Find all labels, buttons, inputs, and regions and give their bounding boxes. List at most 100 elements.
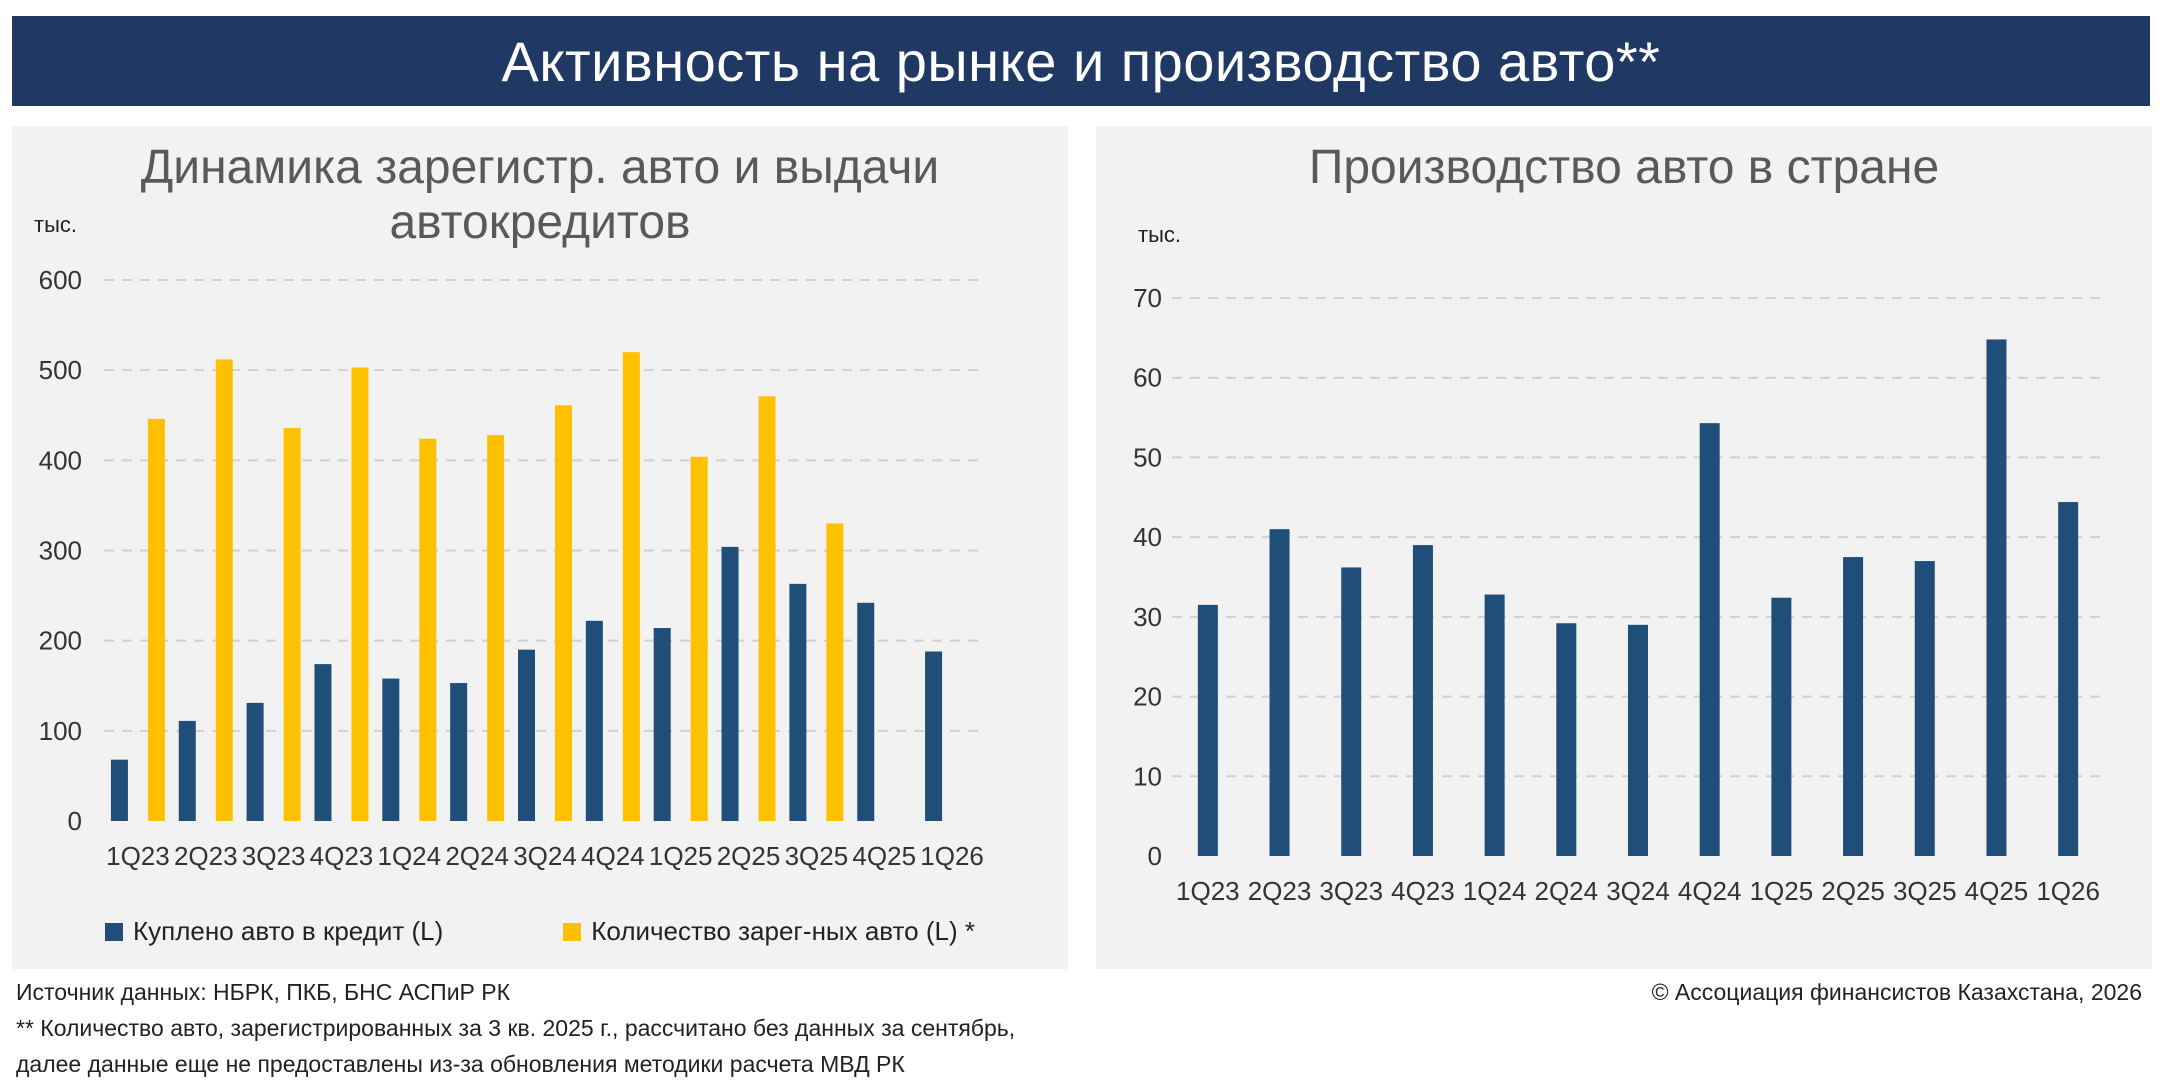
page-header: Активность на рынке и производство авто*… bbox=[12, 16, 2150, 106]
footnote-line: далее данные еще не предоставлены из-за … bbox=[16, 1051, 905, 1077]
registrations-chart-panel: Динамика зарегистр. авто и выдачи автокр… bbox=[12, 126, 1068, 969]
bar-series-1-1Q23 bbox=[110, 759, 128, 821]
bar-series-2-2Q23 bbox=[215, 359, 233, 821]
bar-series-1-3Q24 bbox=[1628, 624, 1648, 856]
x-tick-label: 4Q23 bbox=[1391, 876, 1455, 906]
bar-series-1-3Q23 bbox=[1341, 567, 1362, 856]
y-tick-label: 0 bbox=[1148, 841, 1162, 871]
y-tick-label: 400 bbox=[39, 445, 82, 475]
chart-title: Производство авто в стране bbox=[1308, 141, 1940, 194]
bar-series-2-4Q23 bbox=[351, 367, 369, 821]
legend-swatch-navy bbox=[105, 922, 124, 941]
bar-series-2-2Q24 bbox=[487, 435, 505, 821]
x-tick-label: 4Q23 bbox=[310, 841, 374, 871]
bar-series-1-2Q25 bbox=[721, 546, 739, 821]
bar-series-2-3Q24 bbox=[555, 405, 572, 821]
bar-series-1-1Q26 bbox=[2058, 502, 2079, 856]
legend-item-credit: Куплено авто в кредит (L) bbox=[105, 916, 443, 947]
bar-series-2-1Q24 bbox=[419, 438, 437, 821]
x-tick-label: 3Q25 bbox=[785, 841, 849, 871]
bar-series-2-2Q25 bbox=[758, 396, 776, 821]
legend-swatch-gold bbox=[563, 922, 582, 941]
y-tick-label: 60 bbox=[1133, 363, 1162, 393]
bar-series-2-1Q23 bbox=[147, 418, 165, 821]
footer-notes: Источник данных: НБРК, ПКБ, БНС АСПиР РК… bbox=[16, 974, 1015, 1082]
bar-series-1-4Q23 bbox=[314, 664, 332, 821]
y-tick-label: 40 bbox=[1133, 522, 1162, 552]
x-tick-label: 1Q23 bbox=[1176, 876, 1240, 906]
bar-series-1-4Q25 bbox=[1986, 339, 2007, 856]
bar-series-1-1Q24 bbox=[382, 678, 400, 821]
x-tick-label: 4Q24 bbox=[1678, 876, 1742, 906]
x-tick-label: 4Q25 bbox=[852, 841, 916, 871]
bar-series-2-1Q25 bbox=[690, 456, 708, 821]
y-tick-label: 20 bbox=[1133, 682, 1162, 712]
y-tick-label: 0 bbox=[68, 806, 82, 836]
chart-title: Динамика зарегистр. авто и выдачи автокр… bbox=[140, 141, 940, 249]
bar-series-1-1Q24 bbox=[1484, 594, 1505, 856]
bar-series-1-4Q24 bbox=[1699, 423, 1720, 856]
x-tick-label: 3Q24 bbox=[1606, 876, 1670, 906]
x-tick-label: 3Q24 bbox=[513, 841, 577, 871]
bar-series-1-3Q23 bbox=[246, 702, 264, 821]
x-tick-label: 1Q26 bbox=[920, 841, 984, 871]
x-tick-label: 4Q25 bbox=[1965, 876, 2029, 906]
production-chart-panel: Производство авто в стране тыс. 0 10 20 30 4… bbox=[1096, 126, 2152, 969]
footnote-line: ** Количество авто, зарегистрированных з… bbox=[16, 1015, 1016, 1041]
x-tick-label: 3Q25 bbox=[1893, 876, 1957, 906]
bar-series-1-4Q24 bbox=[585, 620, 603, 821]
page-title: Активность на рынке и производство авто*… bbox=[501, 29, 1661, 93]
bar-series-1-1Q25 bbox=[653, 628, 671, 821]
y-tick-label: 200 bbox=[39, 626, 82, 656]
bar-series-1-2Q24 bbox=[450, 683, 468, 821]
legend-label: Количество зарег-ных авто (L) * bbox=[591, 916, 975, 946]
x-tick-label: 1Q26 bbox=[2036, 876, 2100, 906]
y-tick-label: 300 bbox=[39, 536, 82, 566]
bar-series-2-4Q24 bbox=[622, 352, 640, 821]
x-tick-label: 2Q23 bbox=[1248, 876, 1312, 906]
x-tick-label: 1Q24 bbox=[1463, 876, 1527, 906]
x-tick-label: 2Q23 bbox=[174, 841, 238, 871]
x-tick-label: 1Q25 bbox=[1750, 876, 1814, 906]
bar-series-1-1Q26 bbox=[925, 651, 943, 821]
y-tick-label: 600 bbox=[39, 265, 82, 295]
bar-series-1-3Q25 bbox=[1914, 561, 1935, 856]
y-tick-label: 50 bbox=[1133, 442, 1162, 472]
bar-series-1-2Q25 bbox=[1843, 557, 1864, 856]
bar-series-1-2Q23 bbox=[178, 720, 196, 821]
legend-item-registered: Количество зарег-ных авто (L) * bbox=[563, 916, 975, 947]
y-axis-unit: тыс. bbox=[34, 212, 78, 237]
bar-series-1-3Q25 bbox=[789, 583, 807, 821]
x-tick-label: 1Q23 bbox=[106, 841, 170, 871]
x-tick-label: 1Q25 bbox=[649, 841, 713, 871]
bar-series-1-3Q24 bbox=[518, 649, 535, 821]
bar-series-1-4Q25 bbox=[857, 602, 875, 821]
x-tick-label: 2Q24 bbox=[445, 841, 509, 871]
x-tick-label: 2Q25 bbox=[1821, 876, 1885, 906]
bar-series-1-1Q25 bbox=[1771, 597, 1792, 856]
y-tick-label: 500 bbox=[39, 355, 82, 385]
y-tick-label: 30 bbox=[1133, 602, 1162, 632]
y-tick-label: 70 bbox=[1133, 283, 1162, 313]
y-tick-label: 10 bbox=[1133, 761, 1162, 791]
x-tick-label: 2Q25 bbox=[717, 841, 781, 871]
bar-series-1-1Q23 bbox=[1197, 604, 1218, 856]
y-tick-label: 100 bbox=[39, 716, 82, 746]
bar-series-1-2Q24 bbox=[1556, 623, 1577, 856]
bar-series-1-4Q23 bbox=[1412, 545, 1433, 856]
x-tick-label: 3Q23 bbox=[242, 841, 306, 871]
x-tick-label: 4Q24 bbox=[581, 841, 645, 871]
chart-legend: Куплено авто в кредит (L) Количество зар… bbox=[12, 916, 1068, 947]
copyright: © Ассоциация финансистов Казахстана, 202… bbox=[1651, 979, 2142, 1005]
source-note: Источник данных: НБРК, ПКБ, БНС АСПиР РК bbox=[16, 979, 511, 1005]
bar-series-2-3Q25 bbox=[826, 523, 844, 821]
x-tick-label: 1Q24 bbox=[378, 841, 442, 871]
x-tick-label: 2Q24 bbox=[1535, 876, 1599, 906]
bar-series-2-3Q23 bbox=[283, 427, 301, 821]
x-tick-label: 3Q23 bbox=[1319, 876, 1383, 906]
bar-series-1-2Q23 bbox=[1269, 529, 1290, 856]
legend-label: Куплено авто в кредит (L) bbox=[133, 916, 444, 946]
y-axis-unit: тыс. bbox=[1138, 222, 1182, 247]
